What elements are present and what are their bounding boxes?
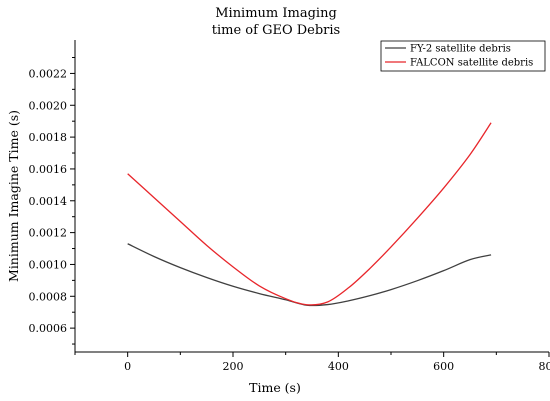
y-axis-label: Minimum Imagine Time (s)	[6, 110, 21, 282]
fy2-series-line	[127, 243, 492, 307]
y-tick-label: 0.0010	[29, 258, 68, 271]
y-tick-label: 0.0008	[29, 290, 68, 303]
x-tick-label: 600	[433, 360, 454, 373]
chart-title-line-1: Minimum Imaging	[215, 6, 337, 21]
y-tick-label: 0.0014	[29, 195, 68, 208]
y-tick-label: 0.0018	[29, 131, 68, 144]
chart-title-line-2: time of GEO Debris	[212, 23, 340, 38]
x-tick-label: 800	[539, 360, 550, 373]
falcon-series-line	[127, 122, 492, 306]
legend: FY-2 satellite debris FALCON satellite d…	[380, 40, 546, 72]
x-tick-label: 200	[223, 360, 244, 373]
y-tick-label: 0.0020	[29, 99, 68, 112]
x-tick-label: 0	[124, 360, 131, 373]
legend-label-falcon: FALCON satellite debris	[410, 58, 533, 69]
legend-label-fy2: FY-2 satellite debris	[410, 44, 511, 55]
x-tick-label: 400	[328, 360, 349, 373]
y-tick-label: 0.0022	[29, 67, 68, 80]
y-tick-label: 0.0006	[29, 322, 68, 335]
x-axis-label: Time (s)	[249, 380, 301, 395]
legend-box	[380, 40, 546, 72]
y-tick-label: 0.0012	[29, 227, 68, 240]
y-tick-label: 0.0016	[29, 163, 68, 176]
